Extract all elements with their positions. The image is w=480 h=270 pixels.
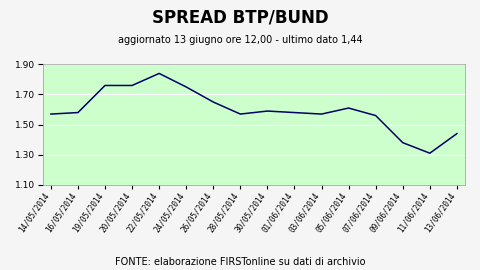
Text: aggiornato 13 giugno ore 12,00 - ultimo dato 1,44: aggiornato 13 giugno ore 12,00 - ultimo … [118, 35, 362, 45]
Text: SPREAD BTP/BUND: SPREAD BTP/BUND [152, 8, 328, 26]
Text: FONTE: elaborazione FIRSTonline su dati di archivio: FONTE: elaborazione FIRSTonline su dati … [115, 257, 365, 267]
